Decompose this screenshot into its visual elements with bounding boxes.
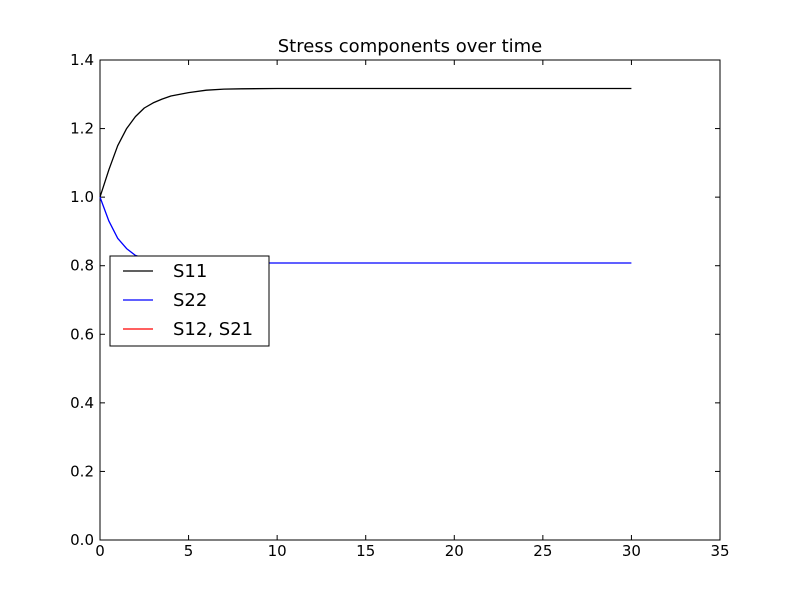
x-tick-label: 25 [533, 542, 552, 560]
x-tick-label: 15 [356, 542, 375, 560]
x-tick-label: 20 [445, 542, 464, 560]
y-tick-label: 0.8 [70, 257, 94, 275]
legend-label: S11 [173, 261, 207, 282]
y-tick-label: 0.4 [70, 394, 94, 412]
x-tick-label: 0 [95, 542, 105, 560]
x-tick-label: 5 [184, 542, 194, 560]
x-tick-label: 30 [622, 542, 641, 560]
legend-label: S22 [173, 290, 207, 311]
axis-ticks: 0 5 10 15 20 25 30 35 0.0 0.2 0.4 0.6 0.8 1.0 1.2 1.4 [70, 51, 729, 560]
y-tick-label: 1.2 [70, 120, 94, 138]
legend-label: S12, S21 [173, 319, 253, 340]
series-line-s11 [99, 87, 632, 198]
x-tick-label: 35 [710, 542, 729, 560]
chart-title: Stress components over time [278, 36, 543, 57]
y-tick-label: 1.4 [70, 51, 94, 69]
y-tick-label: 0.2 [70, 462, 94, 480]
y-tick-label: 0.0 [70, 531, 94, 549]
y-tick-label: 0.6 [70, 325, 94, 343]
legend: S11 S22 S12, S21 [109, 255, 270, 347]
y-tick-label: 1.0 [70, 188, 94, 206]
x-tick-label: 10 [268, 542, 287, 560]
